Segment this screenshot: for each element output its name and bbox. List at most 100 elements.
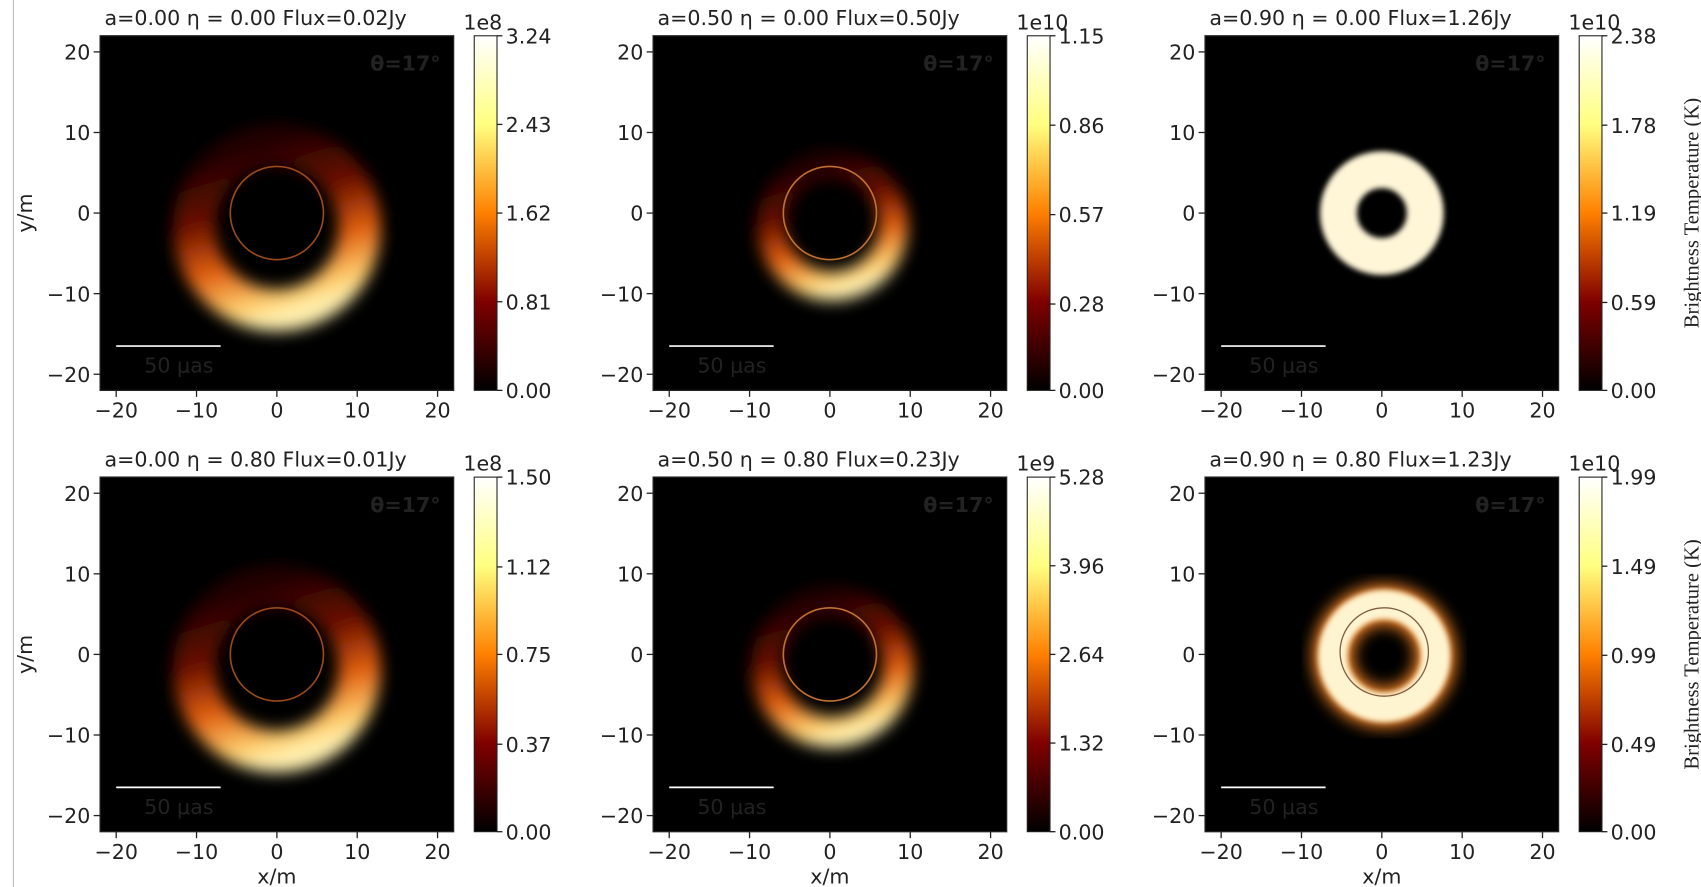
- colorbar-tick-label: 1.50: [506, 466, 552, 490]
- colorbar-tick-label: 0.75: [506, 643, 552, 667]
- x-tick-label: −20: [94, 398, 137, 422]
- colorbar-offset: 1e8: [463, 452, 502, 476]
- x-axis-label: x/m: [257, 865, 296, 887]
- colorbar-tick-label: 1.32: [1059, 732, 1105, 756]
- x-tick-label: −10: [728, 840, 771, 864]
- y-tick-label: 20: [64, 40, 90, 64]
- colorbar: [1027, 36, 1050, 391]
- scale-bar-label: 50 μas: [144, 354, 213, 378]
- colorbar-tick-label: 0.99: [1611, 644, 1657, 668]
- annotation: θ=17°: [370, 51, 440, 75]
- colorbar-offset: 1e8: [463, 10, 502, 34]
- colorbar-tick-label: 1.62: [506, 202, 552, 226]
- image-background: [100, 477, 453, 832]
- x-tick-label: 10: [344, 398, 370, 422]
- colorbar-tick-label: 0.59: [1611, 291, 1657, 315]
- x-tick-label: −10: [728, 398, 771, 422]
- x-tick-label: −20: [1199, 840, 1242, 864]
- colorbar: [474, 36, 497, 391]
- x-tick-label: 10: [344, 840, 370, 864]
- x-tick-label: 20: [424, 840, 450, 864]
- y-tick-label: 10: [1169, 562, 1195, 586]
- colorbar-offset: 1e9: [1016, 452, 1055, 476]
- y-tick-label: 10: [1169, 121, 1195, 145]
- colorbar-tick-label: 0.00: [1059, 379, 1105, 403]
- y-tick-label: −10: [47, 724, 90, 748]
- colorbar: [1027, 477, 1050, 832]
- y-tick-label: −10: [600, 724, 643, 748]
- colorbar-tick-label: 2.64: [1059, 643, 1105, 667]
- figure: a=0.00 η = 0.00 Flux=0.02Jy θ=17° 50 μas −2…: [0, 0, 1701, 887]
- y-tick-label: 10: [617, 121, 643, 145]
- colorbar-tick-label: 0.00: [506, 379, 552, 403]
- colorbar: [1579, 36, 1602, 391]
- colorbar-tick-label: 3.96: [1059, 554, 1105, 578]
- panel-title: a=0.90 η = 0.80 Flux=1.23Jy: [1209, 447, 1511, 471]
- colorbar-tick-label: 1.78: [1611, 114, 1657, 138]
- y-tick-label: 10: [617, 562, 643, 586]
- colorbar-tick-label: 0.00: [1059, 820, 1105, 844]
- colorbar-tick-label: 1.15: [1059, 24, 1105, 48]
- y-tick-label: −10: [47, 282, 90, 306]
- x-axis-label: x/m: [1362, 865, 1401, 887]
- x-tick-label: 10: [897, 398, 923, 422]
- image-background: [100, 36, 453, 391]
- y-tick-label: 0: [1182, 202, 1195, 226]
- colorbar: [474, 477, 497, 832]
- y-tick-label: −20: [1152, 363, 1195, 387]
- x-tick-label: 10: [1449, 398, 1475, 422]
- scale-bar-label: 50 μas: [697, 795, 766, 819]
- y-tick-label: 0: [630, 202, 643, 226]
- colorbar-tick-label: 0.37: [506, 733, 552, 757]
- scale-bar-label: 50 μas: [144, 795, 213, 819]
- x-tick-label: −10: [1280, 398, 1323, 422]
- y-tick-label: −20: [1152, 804, 1195, 828]
- colorbar-tick-label: 0.28: [1059, 293, 1105, 317]
- panel: a=0.90 η = 0.00 Flux=1.26Jyθ=17°50 μas−2…: [1152, 6, 1701, 423]
- annotation: θ=17°: [370, 493, 440, 517]
- scale-bar-label: 50 μas: [1249, 354, 1318, 378]
- colorbar-tick-label: 3.24: [506, 24, 552, 48]
- image-background: [653, 36, 1006, 391]
- x-tick-label: 20: [424, 398, 450, 422]
- panel-title: a=0.50 η = 0.80 Flux=0.23Jy: [657, 447, 959, 471]
- annotation: θ=17°: [923, 493, 993, 517]
- colorbar-tick-label: 0.00: [1611, 379, 1657, 403]
- panel-title: a=0.90 η = 0.00 Flux=1.26Jy: [1209, 6, 1511, 30]
- y-tick-label: 10: [64, 121, 90, 145]
- panel: a=0.50 η = 0.00 Flux=0.50Jyθ=17°50 μas−2…: [600, 6, 1105, 423]
- x-tick-label: 0: [823, 398, 836, 422]
- y-tick-label: −10: [600, 282, 643, 306]
- colorbar-tick-label: 0.00: [1611, 820, 1657, 844]
- colorbar: [1579, 477, 1602, 832]
- colorbar-tick-label: 0.81: [506, 290, 552, 314]
- colorbar-tick-label: 2.38: [1611, 24, 1657, 48]
- panel-title: a=0.00 η = 0.00 Flux=0.02Jy: [104, 6, 406, 30]
- x-tick-label: 20: [977, 398, 1003, 422]
- colorbar-tick-label: 1.49: [1611, 555, 1657, 579]
- x-tick-label: 20: [1529, 398, 1555, 422]
- scale-bar-label: 50 μas: [697, 354, 766, 378]
- y-tick-label: −20: [47, 804, 90, 828]
- colorbar-tick-label: 0.86: [1059, 114, 1105, 138]
- x-tick-label: 0: [823, 840, 836, 864]
- y-tick-label: 0: [1182, 643, 1195, 667]
- x-tick-label: 10: [897, 840, 923, 864]
- y-tick-label: 20: [617, 482, 643, 506]
- y-tick-label: 0: [77, 643, 90, 667]
- y-tick-label: 0: [77, 202, 90, 226]
- y-tick-label: 0: [630, 643, 643, 667]
- y-axis-label: y/m: [13, 635, 37, 674]
- colorbar-label: Brightness Temperature (K): [1681, 539, 1701, 769]
- x-tick-label: −10: [175, 398, 218, 422]
- x-tick-label: −10: [175, 840, 218, 864]
- panel: a=0.00 η = 0.00 Flux=0.02Jy θ=17° 50 μas −2…: [13, 6, 552, 423]
- x-tick-label: 10: [1449, 840, 1475, 864]
- y-tick-label: 20: [64, 482, 90, 506]
- scale-bar-label: 50 μas: [1249, 795, 1318, 819]
- colorbar-tick-label: 0.57: [1059, 203, 1105, 227]
- colorbar-tick-label: 1.19: [1611, 202, 1657, 226]
- x-tick-label: 0: [270, 840, 283, 864]
- x-axis-label: x/m: [810, 865, 849, 887]
